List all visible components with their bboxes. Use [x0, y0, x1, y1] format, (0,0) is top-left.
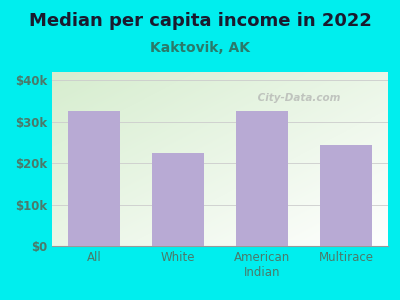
Text: City-Data.com: City-Data.com: [254, 93, 340, 103]
Bar: [152, 153, 204, 246]
Bar: [68, 111, 120, 246]
Text: Kaktovik, AK: Kaktovik, AK: [150, 41, 250, 55]
Bar: [236, 111, 288, 246]
Bar: [320, 145, 372, 246]
Text: Median per capita income in 2022: Median per capita income in 2022: [28, 12, 372, 30]
